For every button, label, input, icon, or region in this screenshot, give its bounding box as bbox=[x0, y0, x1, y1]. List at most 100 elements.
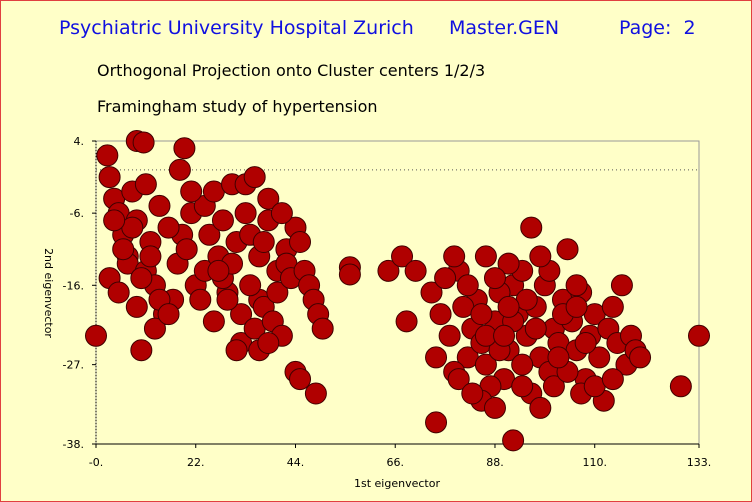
point bbox=[438, 324, 461, 347]
point bbox=[143, 317, 166, 340]
point bbox=[474, 353, 497, 376]
point bbox=[601, 368, 624, 391]
point bbox=[556, 238, 579, 261]
point bbox=[234, 202, 257, 225]
subtitle: Orthogonal Projection onto Cluster cente… bbox=[97, 61, 486, 80]
point bbox=[565, 274, 588, 297]
x-tick-label: 88. bbox=[486, 456, 504, 469]
point bbox=[456, 274, 479, 297]
point bbox=[529, 245, 552, 268]
point bbox=[474, 245, 497, 268]
point bbox=[404, 259, 427, 282]
point bbox=[270, 202, 293, 225]
point bbox=[395, 310, 418, 333]
point bbox=[429, 303, 452, 326]
page-number: Page: 2 bbox=[619, 17, 696, 39]
y-tick-label: -27. bbox=[63, 359, 84, 372]
point bbox=[148, 194, 171, 217]
point bbox=[289, 231, 312, 253]
point bbox=[547, 346, 570, 369]
point bbox=[574, 332, 597, 354]
point bbox=[502, 429, 525, 452]
point bbox=[230, 303, 253, 326]
x-tick-label: 110. bbox=[582, 456, 607, 469]
point bbox=[338, 263, 361, 286]
x-axis-label: 1st eigenvector bbox=[354, 477, 440, 490]
point bbox=[198, 223, 221, 246]
point bbox=[243, 166, 266, 189]
point bbox=[85, 324, 107, 347]
x-tick-label: 22. bbox=[187, 456, 205, 469]
point bbox=[139, 245, 162, 268]
point bbox=[130, 339, 153, 362]
point bbox=[524, 317, 547, 340]
point bbox=[96, 144, 119, 167]
point bbox=[98, 166, 121, 189]
point bbox=[157, 303, 180, 326]
point bbox=[132, 131, 155, 154]
point bbox=[669, 375, 692, 398]
point bbox=[511, 375, 534, 398]
x-tick-label: 133. bbox=[687, 456, 712, 469]
point bbox=[225, 339, 248, 362]
point bbox=[289, 368, 312, 391]
point bbox=[211, 209, 234, 232]
program: Master.GEN bbox=[449, 17, 560, 39]
point bbox=[257, 332, 280, 354]
x-tick-label: -0. bbox=[89, 456, 103, 469]
point bbox=[304, 382, 327, 405]
point bbox=[168, 158, 191, 181]
point bbox=[311, 317, 334, 340]
point bbox=[447, 368, 470, 391]
point bbox=[175, 238, 198, 261]
subtitle: Framingham study of hypertension bbox=[97, 97, 378, 116]
point bbox=[134, 173, 157, 196]
point bbox=[257, 187, 280, 210]
point bbox=[112, 238, 135, 261]
y-tick-label: -16. bbox=[63, 279, 84, 292]
y-axis-label: 2nd eigenvector bbox=[42, 248, 55, 338]
point bbox=[497, 252, 520, 275]
point bbox=[216, 288, 239, 311]
point bbox=[493, 324, 516, 347]
point bbox=[688, 324, 710, 347]
point bbox=[520, 216, 543, 239]
point bbox=[588, 346, 611, 369]
point bbox=[266, 281, 289, 304]
point bbox=[542, 375, 565, 398]
point bbox=[610, 274, 633, 297]
x-tick-label: 66. bbox=[386, 456, 404, 469]
point bbox=[173, 137, 196, 160]
point bbox=[461, 382, 484, 405]
x-tick-label: 44. bbox=[287, 456, 305, 469]
point bbox=[157, 216, 180, 239]
point bbox=[497, 295, 520, 318]
point bbox=[425, 346, 448, 369]
point bbox=[189, 288, 212, 311]
point bbox=[391, 245, 414, 268]
point bbox=[483, 396, 506, 419]
point bbox=[107, 281, 130, 304]
point bbox=[565, 295, 588, 318]
point bbox=[377, 259, 400, 282]
point bbox=[483, 267, 506, 290]
point bbox=[434, 267, 457, 290]
point bbox=[252, 231, 275, 253]
point bbox=[239, 274, 262, 297]
point bbox=[207, 259, 230, 282]
point bbox=[420, 281, 443, 304]
y-tick-label: -6. bbox=[70, 207, 84, 220]
point bbox=[470, 303, 493, 326]
point bbox=[425, 411, 448, 434]
point bbox=[180, 180, 203, 203]
y-tick-label: -38. bbox=[63, 438, 84, 451]
point bbox=[529, 396, 552, 419]
point bbox=[103, 209, 126, 232]
institution: Psychiatric University Hospital Zurich bbox=[59, 17, 414, 39]
point bbox=[629, 346, 652, 369]
point bbox=[130, 267, 153, 290]
point bbox=[601, 295, 624, 318]
point bbox=[511, 353, 534, 376]
